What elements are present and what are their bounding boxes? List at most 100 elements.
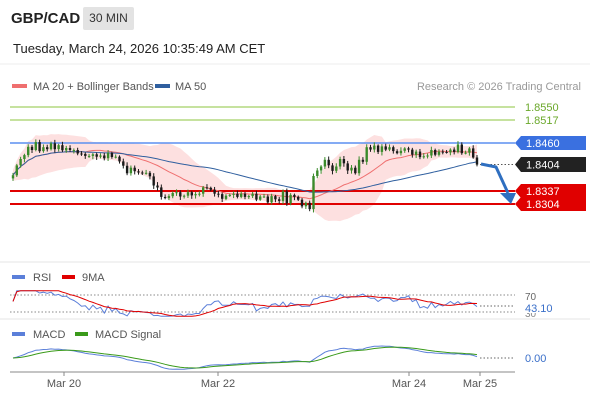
candle-down — [221, 194, 224, 199]
candle-up — [49, 143, 53, 150]
candle-down — [53, 143, 56, 150]
level-label-r1: 1.8517 — [525, 115, 559, 127]
macd-legend-label: MACD — [33, 329, 65, 341]
timeframe-button[interactable]: 30 MIN — [83, 7, 134, 30]
candle-down — [300, 199, 304, 207]
candle-up — [426, 155, 429, 157]
candle-up — [27, 146, 30, 156]
candle-up — [357, 159, 361, 174]
candle-up — [171, 193, 174, 197]
x-tick-label: Mar 20 — [47, 378, 81, 390]
candle-up — [270, 196, 273, 203]
candle-up — [380, 146, 384, 152]
rsi-ma-legend-swatch — [62, 275, 75, 279]
candle-up — [167, 196, 171, 199]
candle-down — [209, 187, 212, 190]
candle-down — [278, 199, 281, 201]
candle-down — [384, 146, 387, 150]
candle-up — [182, 195, 186, 197]
rsi-legend-label: RSI — [33, 272, 51, 284]
candle-down — [293, 194, 296, 197]
candle-down — [255, 193, 258, 200]
candle-up — [373, 145, 376, 150]
x-tick-label: Mar 24 — [392, 378, 426, 390]
candle-up — [42, 147, 45, 152]
candle-up — [144, 172, 148, 174]
level-label-s2: 1.8304 — [526, 199, 560, 211]
candle-down — [160, 187, 163, 197]
macd-line — [12, 345, 478, 370]
candle-down — [217, 193, 220, 195]
candle-up — [319, 166, 323, 171]
candle-down — [342, 159, 346, 164]
candle-up — [430, 150, 433, 156]
copyright-label: Research © 2026 Trading Central — [417, 81, 581, 93]
candle-down — [141, 172, 144, 174]
candle-up — [228, 194, 231, 196]
level-label-r2: 1.8550 — [525, 102, 559, 114]
candle-down — [163, 196, 167, 199]
candle-up — [57, 145, 60, 150]
macd-legend-swatch — [12, 332, 25, 336]
candle-down — [346, 163, 349, 171]
candle-down — [46, 147, 49, 150]
candle-down — [266, 196, 269, 203]
candle-up — [281, 191, 285, 201]
x-tick-label: Mar 25 — [463, 378, 497, 390]
candle-up — [312, 176, 315, 210]
candle-down — [30, 146, 34, 150]
candle-down — [475, 157, 479, 165]
ma20-legend-swatch — [12, 84, 27, 88]
candle-up — [129, 167, 133, 174]
symbol-title: GBP/CAD — [11, 10, 81, 27]
candle-down — [327, 159, 330, 166]
candle-down — [418, 151, 422, 158]
candle-up — [414, 151, 418, 155]
candle-up — [232, 193, 235, 195]
candle-up — [464, 152, 467, 154]
rsi-ma-legend-label: 9MA — [82, 272, 105, 284]
level-label-pivot: 1.8460 — [526, 138, 560, 150]
candle-down — [411, 149, 414, 155]
candle-up — [399, 150, 403, 154]
candle-down — [110, 153, 114, 157]
candle-down — [80, 153, 83, 155]
candle-down — [190, 192, 193, 196]
candle-down — [395, 151, 399, 154]
candle-down — [148, 172, 152, 177]
candle-up — [422, 156, 425, 158]
x-axis-ticks: Mar 20 Mar 22 Mar 24 Mar 25 — [47, 372, 497, 390]
candle-up — [365, 147, 368, 162]
candle-up — [114, 156, 117, 158]
candle-up — [11, 175, 15, 179]
candle-down — [445, 152, 448, 153]
candle-up — [34, 142, 37, 150]
rsi-current-value: 43.10 — [525, 303, 553, 315]
candle-down — [103, 155, 106, 159]
candle-up — [198, 193, 201, 195]
candle-down — [331, 165, 334, 171]
candle-up — [437, 151, 441, 155]
candle-down — [453, 149, 456, 152]
candle-up — [19, 159, 22, 166]
macd-signal-line — [12, 346, 478, 369]
x-tick-label: Mar 22 — [201, 378, 235, 390]
candle-up — [106, 153, 110, 159]
candle-down — [460, 144, 463, 154]
candle-up — [72, 150, 76, 151]
candle-down — [122, 161, 125, 166]
candle-down — [61, 145, 64, 151]
candle-up — [65, 148, 68, 151]
candle-up — [87, 155, 91, 157]
candle-up — [202, 187, 205, 194]
candle-up — [289, 194, 292, 204]
candle-down — [179, 192, 182, 197]
macd-current-value: 0.00 — [525, 353, 546, 365]
rsi-current-bg — [522, 302, 556, 313]
level-label-last: 1.8404 — [526, 160, 560, 172]
candle-up — [468, 148, 471, 153]
candle-up — [338, 159, 342, 167]
candle-down — [118, 156, 121, 162]
macd-signal-legend-swatch — [75, 332, 88, 336]
